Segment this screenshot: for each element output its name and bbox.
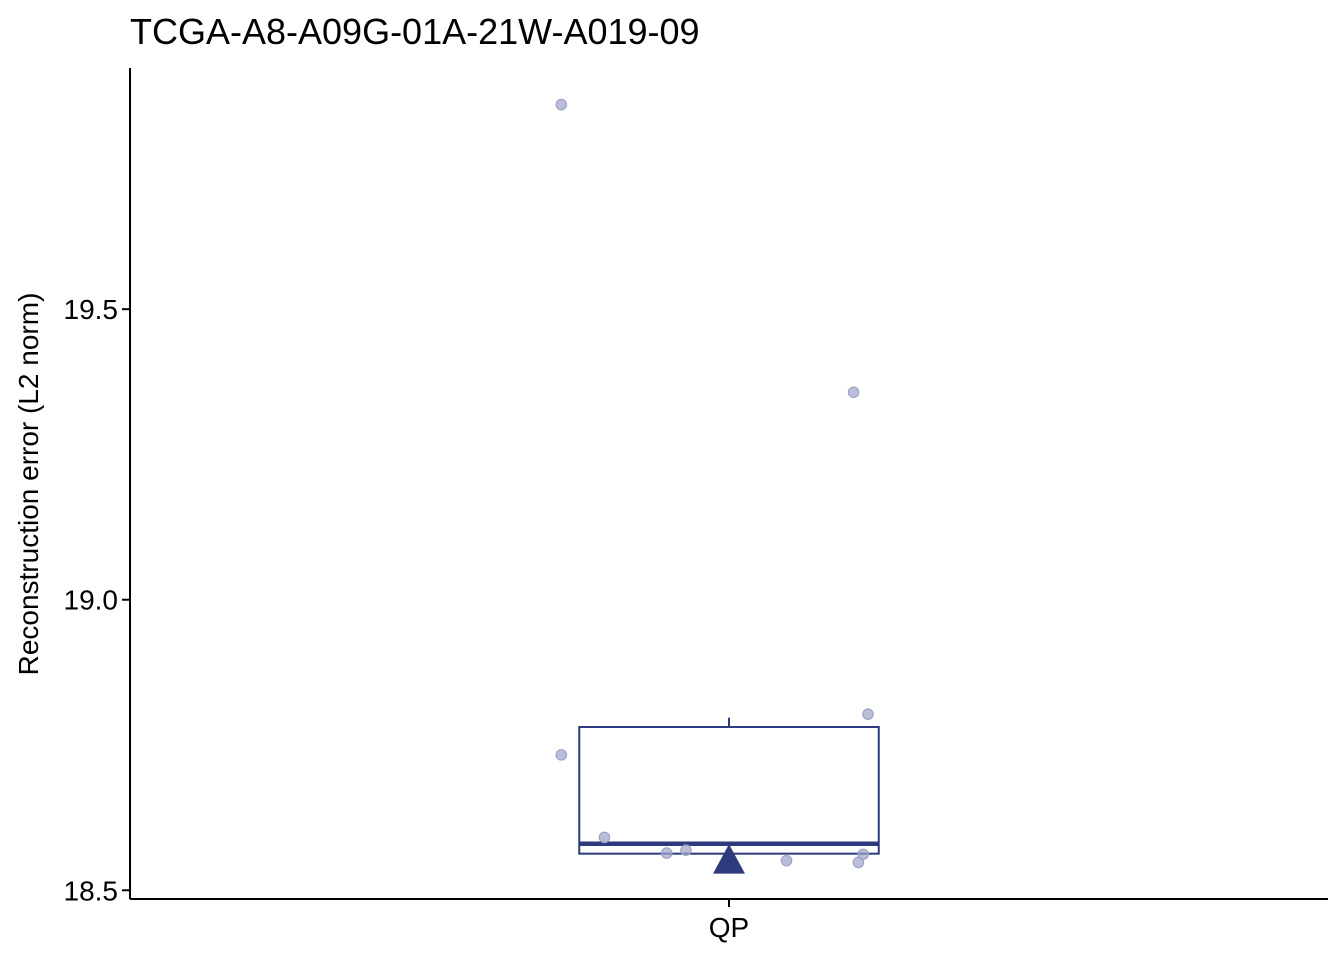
data-point (862, 708, 874, 721)
axes: 18.5 19.0 19.5 QP (64, 68, 1328, 943)
x-tick-label: QP (709, 912, 749, 943)
data-point (555, 749, 568, 761)
y-axis-title: Reconstruction error (L2 norm) (13, 293, 44, 676)
plot-area (555, 98, 880, 874)
data-point (660, 847, 673, 859)
box-iqr (578, 725, 880, 855)
y-tick-label: 19.0 (64, 585, 119, 616)
data-point (847, 386, 860, 399)
data-point (780, 854, 793, 867)
y-tick-label: 19.5 (64, 294, 119, 325)
mean-marker (713, 844, 745, 874)
chart-title: TCGA-A8-A09G-01A-21W-A019-09 (130, 11, 700, 52)
y-tick-label: 18.5 (64, 875, 119, 906)
data-point (598, 831, 611, 844)
data-point (852, 856, 865, 869)
data-point (680, 844, 692, 856)
data-point (555, 98, 568, 111)
